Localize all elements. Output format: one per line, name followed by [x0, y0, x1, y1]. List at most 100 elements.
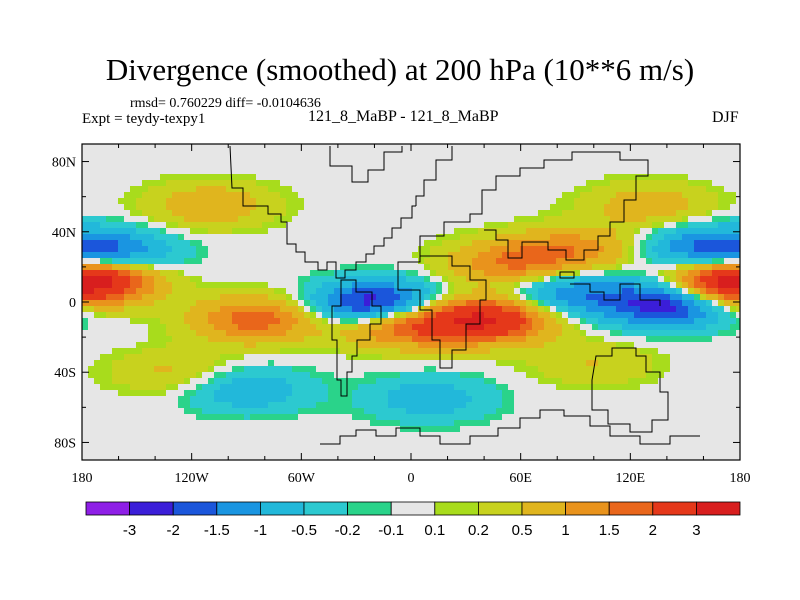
field-cell: [226, 390, 233, 397]
field-cell: [280, 168, 287, 175]
field-cell: [538, 156, 545, 163]
field-cell: [628, 222, 635, 229]
field-cell: [280, 150, 287, 157]
field-cell: [670, 144, 677, 151]
field-cell: [466, 408, 473, 415]
field-cell: [658, 204, 665, 211]
field-cell: [232, 144, 239, 151]
field-cell: [220, 282, 227, 289]
field-cell: [184, 180, 191, 187]
field-cell: [634, 372, 641, 379]
field-cell: [124, 162, 131, 169]
field-cell: [400, 168, 407, 175]
field-cell: [664, 264, 671, 271]
field-cell: [310, 336, 317, 343]
field-cell: [418, 150, 425, 157]
field-cell: [490, 240, 497, 247]
field-cell: [634, 162, 641, 169]
field-cell: [184, 402, 191, 409]
field-cell: [142, 174, 149, 181]
field-cell: [94, 288, 101, 295]
field-cell: [484, 360, 491, 367]
field-cell: [544, 264, 551, 271]
field-cell: [682, 192, 689, 199]
field-cell: [424, 180, 431, 187]
field-cell: [454, 144, 461, 151]
field-cell: [532, 276, 539, 283]
field-cell: [178, 144, 185, 151]
field-cell: [490, 348, 497, 355]
field-cell: [562, 210, 569, 217]
field-cell: [526, 378, 533, 385]
field-cell: [292, 222, 299, 229]
field-cell: [166, 348, 173, 355]
field-cell: [694, 204, 701, 211]
field-cell: [376, 174, 383, 181]
field-cell: [502, 168, 509, 175]
field-cell: [250, 240, 257, 247]
field-cell: [544, 234, 551, 241]
field-cell: [652, 348, 659, 355]
field-cell: [628, 336, 635, 343]
field-cell: [112, 216, 119, 223]
field-cell: [502, 234, 509, 241]
field-cell: [688, 144, 695, 151]
field-cell: [664, 198, 671, 205]
field-cell: [424, 168, 431, 175]
field-cell: [412, 180, 419, 187]
field-cell: [292, 288, 299, 295]
field-cell: [712, 162, 719, 169]
field-cell: [196, 234, 203, 241]
field-cell: [646, 252, 653, 259]
field-cell: [598, 246, 605, 253]
field-cell: [556, 144, 563, 151]
field-cell: [442, 144, 449, 151]
field-cell: [442, 402, 449, 409]
field-cell: [286, 396, 293, 403]
field-cell: [268, 282, 275, 289]
field-cell: [100, 252, 107, 259]
field-cell: [364, 264, 371, 271]
field-cell: [376, 378, 383, 385]
field-cell: [454, 288, 461, 295]
field-cell: [730, 288, 737, 295]
field-cell: [730, 144, 737, 151]
field-cell: [478, 162, 485, 169]
field-cell: [136, 282, 143, 289]
field-cell: [316, 408, 323, 415]
field-cell: [172, 348, 179, 355]
field-cell: [214, 204, 221, 211]
field-cell: [262, 318, 269, 325]
field-cell: [388, 210, 395, 217]
field-cell: [256, 390, 263, 397]
field-cell: [256, 366, 263, 373]
field-cell: [226, 348, 233, 355]
field-cell: [448, 168, 455, 175]
field-cell: [448, 312, 455, 319]
field-cell: [514, 396, 521, 403]
field-cell: [598, 354, 605, 361]
field-cell: [628, 168, 635, 175]
field-cell: [484, 282, 491, 289]
field-cell: [400, 288, 407, 295]
field-cell: [196, 144, 203, 151]
field-cell: [262, 294, 269, 301]
field-cell: [442, 180, 449, 187]
field-cell: [688, 264, 695, 271]
field-cell: [166, 282, 173, 289]
field-cell: [274, 336, 281, 343]
field-cell: [490, 294, 497, 301]
field-cell: [364, 330, 371, 337]
field-cell: [142, 162, 149, 169]
field-cell: [586, 168, 593, 175]
field-cell: [610, 168, 617, 175]
field-cell: [700, 204, 707, 211]
field-cell: [454, 234, 461, 241]
field-cell: [730, 258, 737, 265]
field-cell: [88, 402, 95, 409]
field-cell: [364, 336, 371, 343]
field-cell: [172, 210, 179, 217]
field-cell: [676, 396, 683, 403]
field-cell: [502, 210, 509, 217]
field-cell: [304, 144, 311, 151]
